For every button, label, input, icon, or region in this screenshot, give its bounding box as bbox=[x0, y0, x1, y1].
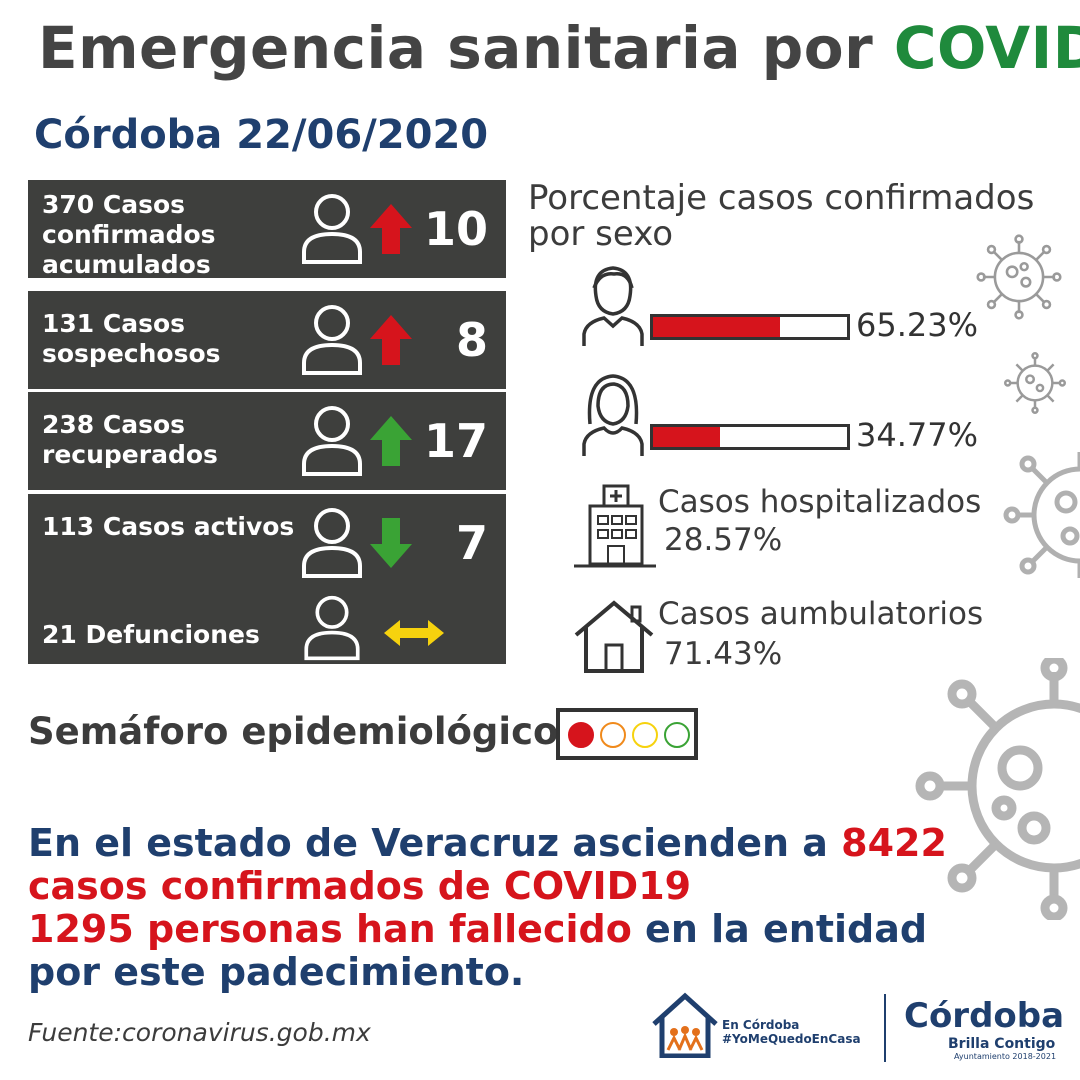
location-date: Córdoba 22/06/2020 bbox=[34, 112, 489, 158]
stat-label: 238 Casos recuperados bbox=[42, 410, 218, 469]
arrow-up-icon bbox=[370, 204, 412, 254]
title-main: Emergencia sanitaria por bbox=[38, 14, 894, 82]
male-percent: 65.23% bbox=[856, 306, 979, 344]
person-icon bbox=[302, 305, 362, 375]
light-yellow bbox=[632, 722, 658, 748]
state-line1: En el estado de Veracruz ascienden a bbox=[28, 821, 842, 865]
female-bar bbox=[650, 424, 850, 450]
page-title: Emergencia sanitaria por COVID bbox=[38, 14, 1080, 82]
hospital-icon bbox=[574, 484, 656, 568]
sex-panel-title: Porcentaje casos confirmados por sexo bbox=[528, 178, 1035, 254]
title-accent: COVID bbox=[893, 14, 1080, 82]
arrow-down-icon bbox=[370, 518, 412, 568]
stat-label: 113 Casos activos bbox=[42, 512, 295, 541]
stat-change: 17 bbox=[423, 414, 488, 468]
stat-change: 7 bbox=[455, 516, 488, 570]
logo-divider bbox=[884, 994, 886, 1062]
state-line3-rest: en la entidad bbox=[631, 907, 928, 951]
stat-row-active: 113 Casos activos 7 bbox=[28, 494, 506, 592]
arrow-up-icon bbox=[370, 416, 412, 466]
state-deaths: 1295 personas han fallecido bbox=[28, 907, 632, 951]
semaforo-indicator bbox=[556, 708, 698, 760]
arrow-both-icon bbox=[384, 620, 444, 646]
stat-row-deaths: 21 Defunciones bbox=[28, 588, 506, 664]
person-icon bbox=[302, 194, 362, 264]
hospitalized-label: Casos hospitalizados bbox=[658, 484, 982, 520]
ambulatory-label: Casos aumbulatorios bbox=[658, 596, 984, 632]
female-row: 34.77% bbox=[580, 372, 1000, 462]
person-icon bbox=[302, 406, 362, 476]
city-name: Córdoba bbox=[904, 996, 1065, 1036]
virus-icon bbox=[915, 658, 1080, 920]
state-info: En el estado de Veracruz ascienden a 842… bbox=[28, 822, 988, 994]
stat-label: 370 Casos confirmados acumulados bbox=[42, 190, 216, 279]
female-bar-fill bbox=[653, 427, 721, 447]
woman-icon bbox=[582, 374, 644, 456]
city-tagline: Brilla Contigo bbox=[948, 1036, 1056, 1052]
virus-icon bbox=[1004, 352, 1066, 414]
virus-icon bbox=[1003, 452, 1080, 578]
stat-change: 8 bbox=[455, 313, 488, 367]
state-line4: por este padecimiento. bbox=[28, 950, 525, 994]
state-total-number: 8422 bbox=[841, 821, 947, 865]
light-green bbox=[664, 722, 690, 748]
source-text: Fuente:coronavirus.gob.mx bbox=[28, 1018, 371, 1047]
stat-row-suspected: 131 Casos sospechosos 8 bbox=[28, 291, 506, 389]
ambulatory-value: 71.43% bbox=[664, 636, 783, 672]
stat-label: 131 Casos sospechosos bbox=[42, 309, 221, 368]
city-logo: Córdoba Brilla Contigo Ayuntamiento 2018… bbox=[896, 996, 1066, 1066]
male-row: 65.23% bbox=[580, 262, 1000, 352]
campaign-logo: En Córdoba #YoMeQuedoEnCasa bbox=[650, 992, 880, 1062]
female-percent: 34.77% bbox=[856, 416, 979, 454]
city-period: Ayuntamiento 2018-2021 bbox=[954, 1052, 1057, 1061]
person-icon bbox=[302, 508, 362, 578]
male-bar bbox=[650, 314, 850, 340]
ambulatory-row: Casos aumbulatorios 71.43% bbox=[572, 594, 1072, 684]
light-orange bbox=[600, 722, 626, 748]
campaign-line2: #YoMeQuedoEnCasa bbox=[722, 1032, 861, 1046]
hospitalized-value: 28.57% bbox=[664, 522, 783, 558]
stat-row-confirmed: 370 Casos confirmados acumulados 10 bbox=[28, 180, 506, 279]
light-red bbox=[568, 722, 594, 748]
semaforo-label: Semáforo epidemiológico bbox=[28, 710, 559, 753]
stat-row-recovered: 238 Casos recuperados 17 bbox=[28, 392, 506, 490]
state-line2: casos confirmados de COVID19 bbox=[28, 864, 692, 908]
person-icon bbox=[304, 595, 360, 661]
hospitalized-row: Casos hospitalizados 28.57% bbox=[572, 484, 1072, 574]
house-family-icon bbox=[652, 992, 718, 1058]
arrow-up-icon bbox=[370, 315, 412, 365]
house-icon bbox=[574, 600, 654, 673]
stat-label: 21 Defunciones bbox=[42, 620, 260, 649]
male-bar-fill bbox=[653, 317, 780, 337]
stat-change: 10 bbox=[423, 202, 488, 256]
man-icon bbox=[582, 266, 644, 346]
virus-icon bbox=[976, 234, 1062, 320]
campaign-line1: En Córdoba bbox=[722, 1018, 800, 1032]
